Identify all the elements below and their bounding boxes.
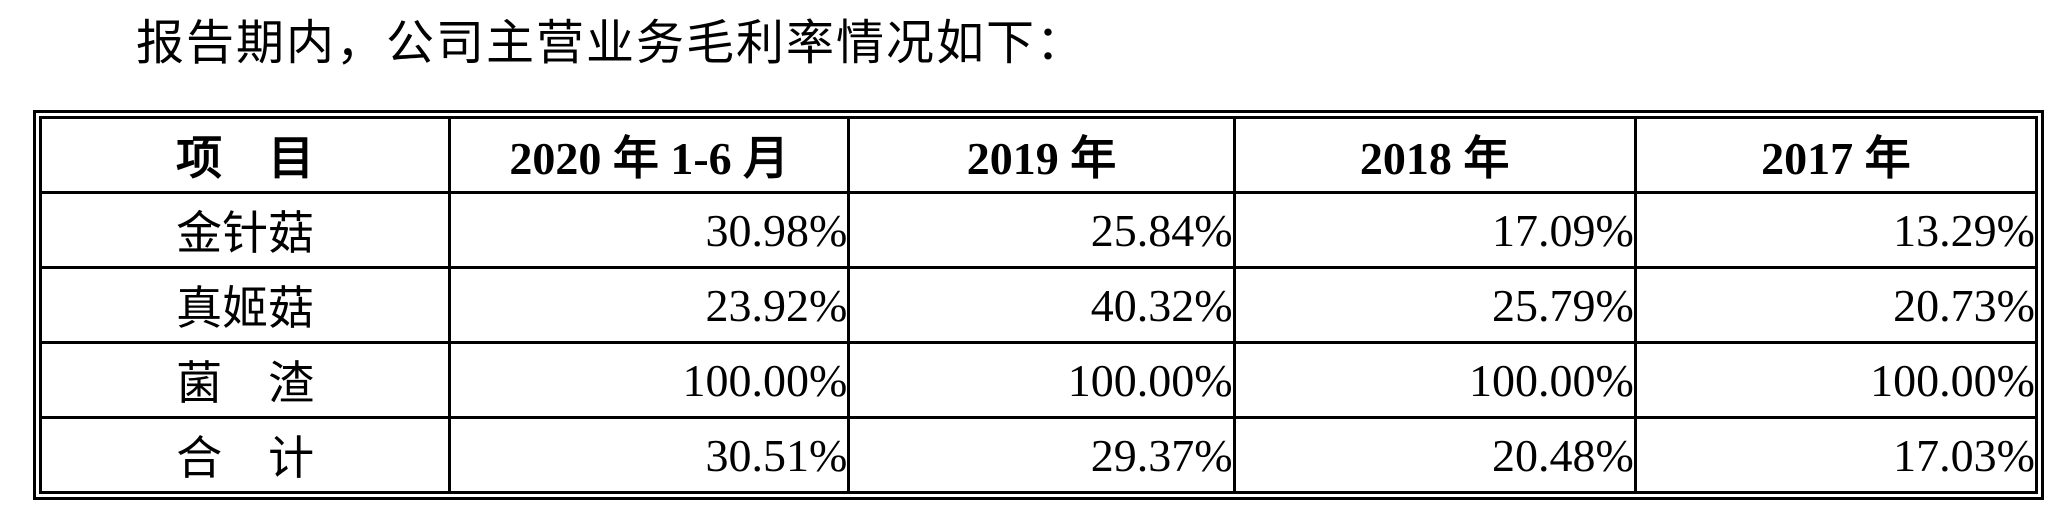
margin-value-cell: 20.73%: [1633, 266, 2039, 344]
column-header-item: 项 目: [38, 116, 452, 194]
header-row: 项 目 2020 年 1-6 月 2019 年 2018 年 2017 年: [38, 116, 2039, 194]
column-header-2017: 2017 年: [1633, 116, 2039, 194]
margin-value-cell: 100.00%: [448, 341, 851, 419]
table-row-total: 合 计 30.51% 29.37% 20.48% 17.03%: [38, 416, 2039, 494]
gross-margin-table-border: 项 目 2020 年 1-6 月 2019 年 2018 年 2017 年 金针…: [33, 110, 2044, 500]
table-row-jinzhengu: 金针菇 30.98% 25.84% 17.09% 13.29%: [38, 191, 2039, 269]
row-label: 合 计: [38, 416, 452, 494]
column-header-2018: 2018 年: [1232, 116, 1637, 194]
margin-value-cell: 25.84%: [847, 191, 1236, 269]
intro-text: 报告期内，公司主营业务毛利率情况如下：: [136, 17, 1087, 70]
margin-value-cell: 40.32%: [847, 266, 1236, 344]
row-label: 金针菇: [38, 191, 452, 269]
column-header-2020h1: 2020 年 1-6 月: [448, 116, 851, 194]
margin-value-cell: 100.00%: [1232, 341, 1637, 419]
table-row-zhenjigu: 真姬菇 23.92% 40.32% 25.79% 20.73%: [38, 266, 2039, 344]
margin-value-cell: 100.00%: [1633, 341, 2039, 419]
margin-value-cell: 23.92%: [448, 266, 851, 344]
margin-value-cell: 20.48%: [1232, 416, 1637, 494]
margin-value-cell: 17.09%: [1232, 191, 1637, 269]
gross-margin-table: 项 目 2020 年 1-6 月 2019 年 2018 年 2017 年 金针…: [38, 116, 2039, 494]
margin-value-cell: 30.98%: [448, 191, 851, 269]
row-label: 真姬菇: [38, 266, 452, 344]
margin-value-cell: 100.00%: [847, 341, 1236, 419]
margin-value-cell: 17.03%: [1633, 416, 2039, 494]
column-header-2019: 2019 年: [847, 116, 1236, 194]
row-label: 菌 渣: [38, 341, 452, 419]
margin-value-cell: 29.37%: [847, 416, 1236, 494]
margin-value-cell: 13.29%: [1633, 191, 2039, 269]
margin-value-cell: 30.51%: [448, 416, 851, 494]
table-row-junzha: 菌 渣 100.00% 100.00% 100.00% 100.00%: [38, 341, 2039, 419]
margin-value-cell: 25.79%: [1232, 266, 1637, 344]
